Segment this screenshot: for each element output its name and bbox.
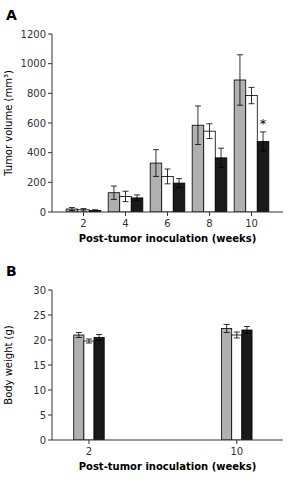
y-tick-label: 800 bbox=[27, 88, 46, 99]
y-tick bbox=[48, 123, 52, 124]
y-tick-label: 0 bbox=[40, 207, 46, 218]
error-bar bbox=[176, 179, 182, 188]
bar bbox=[94, 338, 104, 441]
x-tick-label: 10 bbox=[245, 218, 258, 229]
error-bar bbox=[195, 106, 201, 145]
y-axis-label: Body weight (g) bbox=[3, 325, 14, 405]
x-tick-label: 2 bbox=[80, 218, 86, 229]
error-bar bbox=[237, 55, 243, 105]
x-axis-line bbox=[52, 440, 283, 441]
y-tick bbox=[48, 212, 52, 213]
y-tick bbox=[48, 415, 52, 416]
x-tick bbox=[88, 440, 89, 444]
y-tick bbox=[48, 182, 52, 183]
marks bbox=[66, 55, 269, 212]
y-tick-label: 600 bbox=[27, 118, 46, 129]
x-tick bbox=[251, 212, 252, 216]
x-axis-line bbox=[52, 212, 283, 213]
y-tick bbox=[48, 390, 52, 391]
error-bar bbox=[69, 208, 75, 211]
y-tick-label: 0 bbox=[40, 435, 46, 446]
bar bbox=[222, 329, 232, 441]
x-tick bbox=[167, 212, 168, 216]
error-bar bbox=[218, 148, 224, 167]
panel-title: A bbox=[6, 7, 17, 23]
bar bbox=[84, 341, 94, 440]
y-axis-line bbox=[52, 34, 53, 212]
y-tick bbox=[48, 340, 52, 341]
error-bar bbox=[207, 124, 213, 139]
x-tick-label: 8 bbox=[206, 218, 212, 229]
bar bbox=[246, 96, 258, 212]
error-bar bbox=[224, 325, 230, 333]
error-bar bbox=[92, 210, 98, 211]
y-tick bbox=[48, 152, 52, 153]
y-tick-label: 20 bbox=[33, 335, 46, 346]
error-bar bbox=[234, 332, 240, 338]
error-bar bbox=[81, 209, 87, 211]
x-tick-label: 10 bbox=[230, 446, 243, 457]
figure: A020040060080010001200246810Post-tumor i… bbox=[0, 0, 293, 500]
y-tick-label: 1000 bbox=[21, 58, 46, 69]
x-tick bbox=[125, 212, 126, 216]
x-axis-label: Post-tumor inoculation (weeks) bbox=[79, 461, 257, 472]
x-tick bbox=[236, 440, 237, 444]
y-tick bbox=[48, 63, 52, 64]
y-tick bbox=[48, 290, 52, 291]
y-tick bbox=[48, 34, 52, 35]
error-bar bbox=[111, 186, 117, 199]
x-tick-label: 2 bbox=[86, 446, 92, 457]
panel-title: B bbox=[6, 263, 17, 279]
y-tick bbox=[48, 440, 52, 441]
y-tick bbox=[48, 315, 52, 316]
y-tick-label: 1200 bbox=[21, 29, 46, 40]
x-tick-label: 6 bbox=[164, 218, 170, 229]
error-bar bbox=[96, 335, 102, 341]
x-tick-label: 4 bbox=[122, 218, 128, 229]
bar bbox=[257, 142, 269, 212]
error-bar bbox=[249, 87, 255, 103]
y-axis-line bbox=[52, 290, 53, 440]
error-bar bbox=[165, 169, 171, 184]
x-tick bbox=[209, 212, 210, 216]
error-bar bbox=[76, 333, 82, 338]
y-tick-label: 30 bbox=[33, 285, 46, 296]
y-tick bbox=[48, 365, 52, 366]
bar bbox=[232, 335, 242, 440]
annotation: * bbox=[260, 116, 267, 131]
error-bar bbox=[134, 195, 140, 201]
x-axis-label: Post-tumor inoculation (weeks) bbox=[79, 233, 257, 244]
error-bar bbox=[86, 339, 92, 343]
y-tick bbox=[48, 93, 52, 94]
error-bar bbox=[244, 327, 250, 334]
bar bbox=[242, 330, 252, 440]
bar bbox=[74, 335, 84, 440]
y-tick-label: 200 bbox=[27, 177, 46, 188]
y-tick-label: 5 bbox=[40, 410, 46, 421]
y-tick-label: 400 bbox=[27, 147, 46, 158]
error-bar bbox=[260, 132, 266, 151]
x-tick bbox=[83, 212, 84, 216]
bar bbox=[204, 131, 216, 212]
panel: B 0 5 10 15 20 25 30 2 10 Post-tumor inoculation (… bbox=[3, 263, 283, 472]
y-tick-label: 10 bbox=[33, 385, 46, 396]
y-tick-label: 25 bbox=[33, 310, 46, 321]
marks bbox=[74, 325, 252, 441]
panel: A 0 200 400 600 800 1000 1200 2 4 6 8 10 Post-tumor i… bbox=[3, 7, 283, 244]
error-bar bbox=[153, 150, 159, 177]
error-bar bbox=[123, 191, 129, 201]
y-tick-label: 15 bbox=[33, 360, 46, 371]
y-axis-label: Tumor volume (mm³) bbox=[3, 70, 14, 177]
